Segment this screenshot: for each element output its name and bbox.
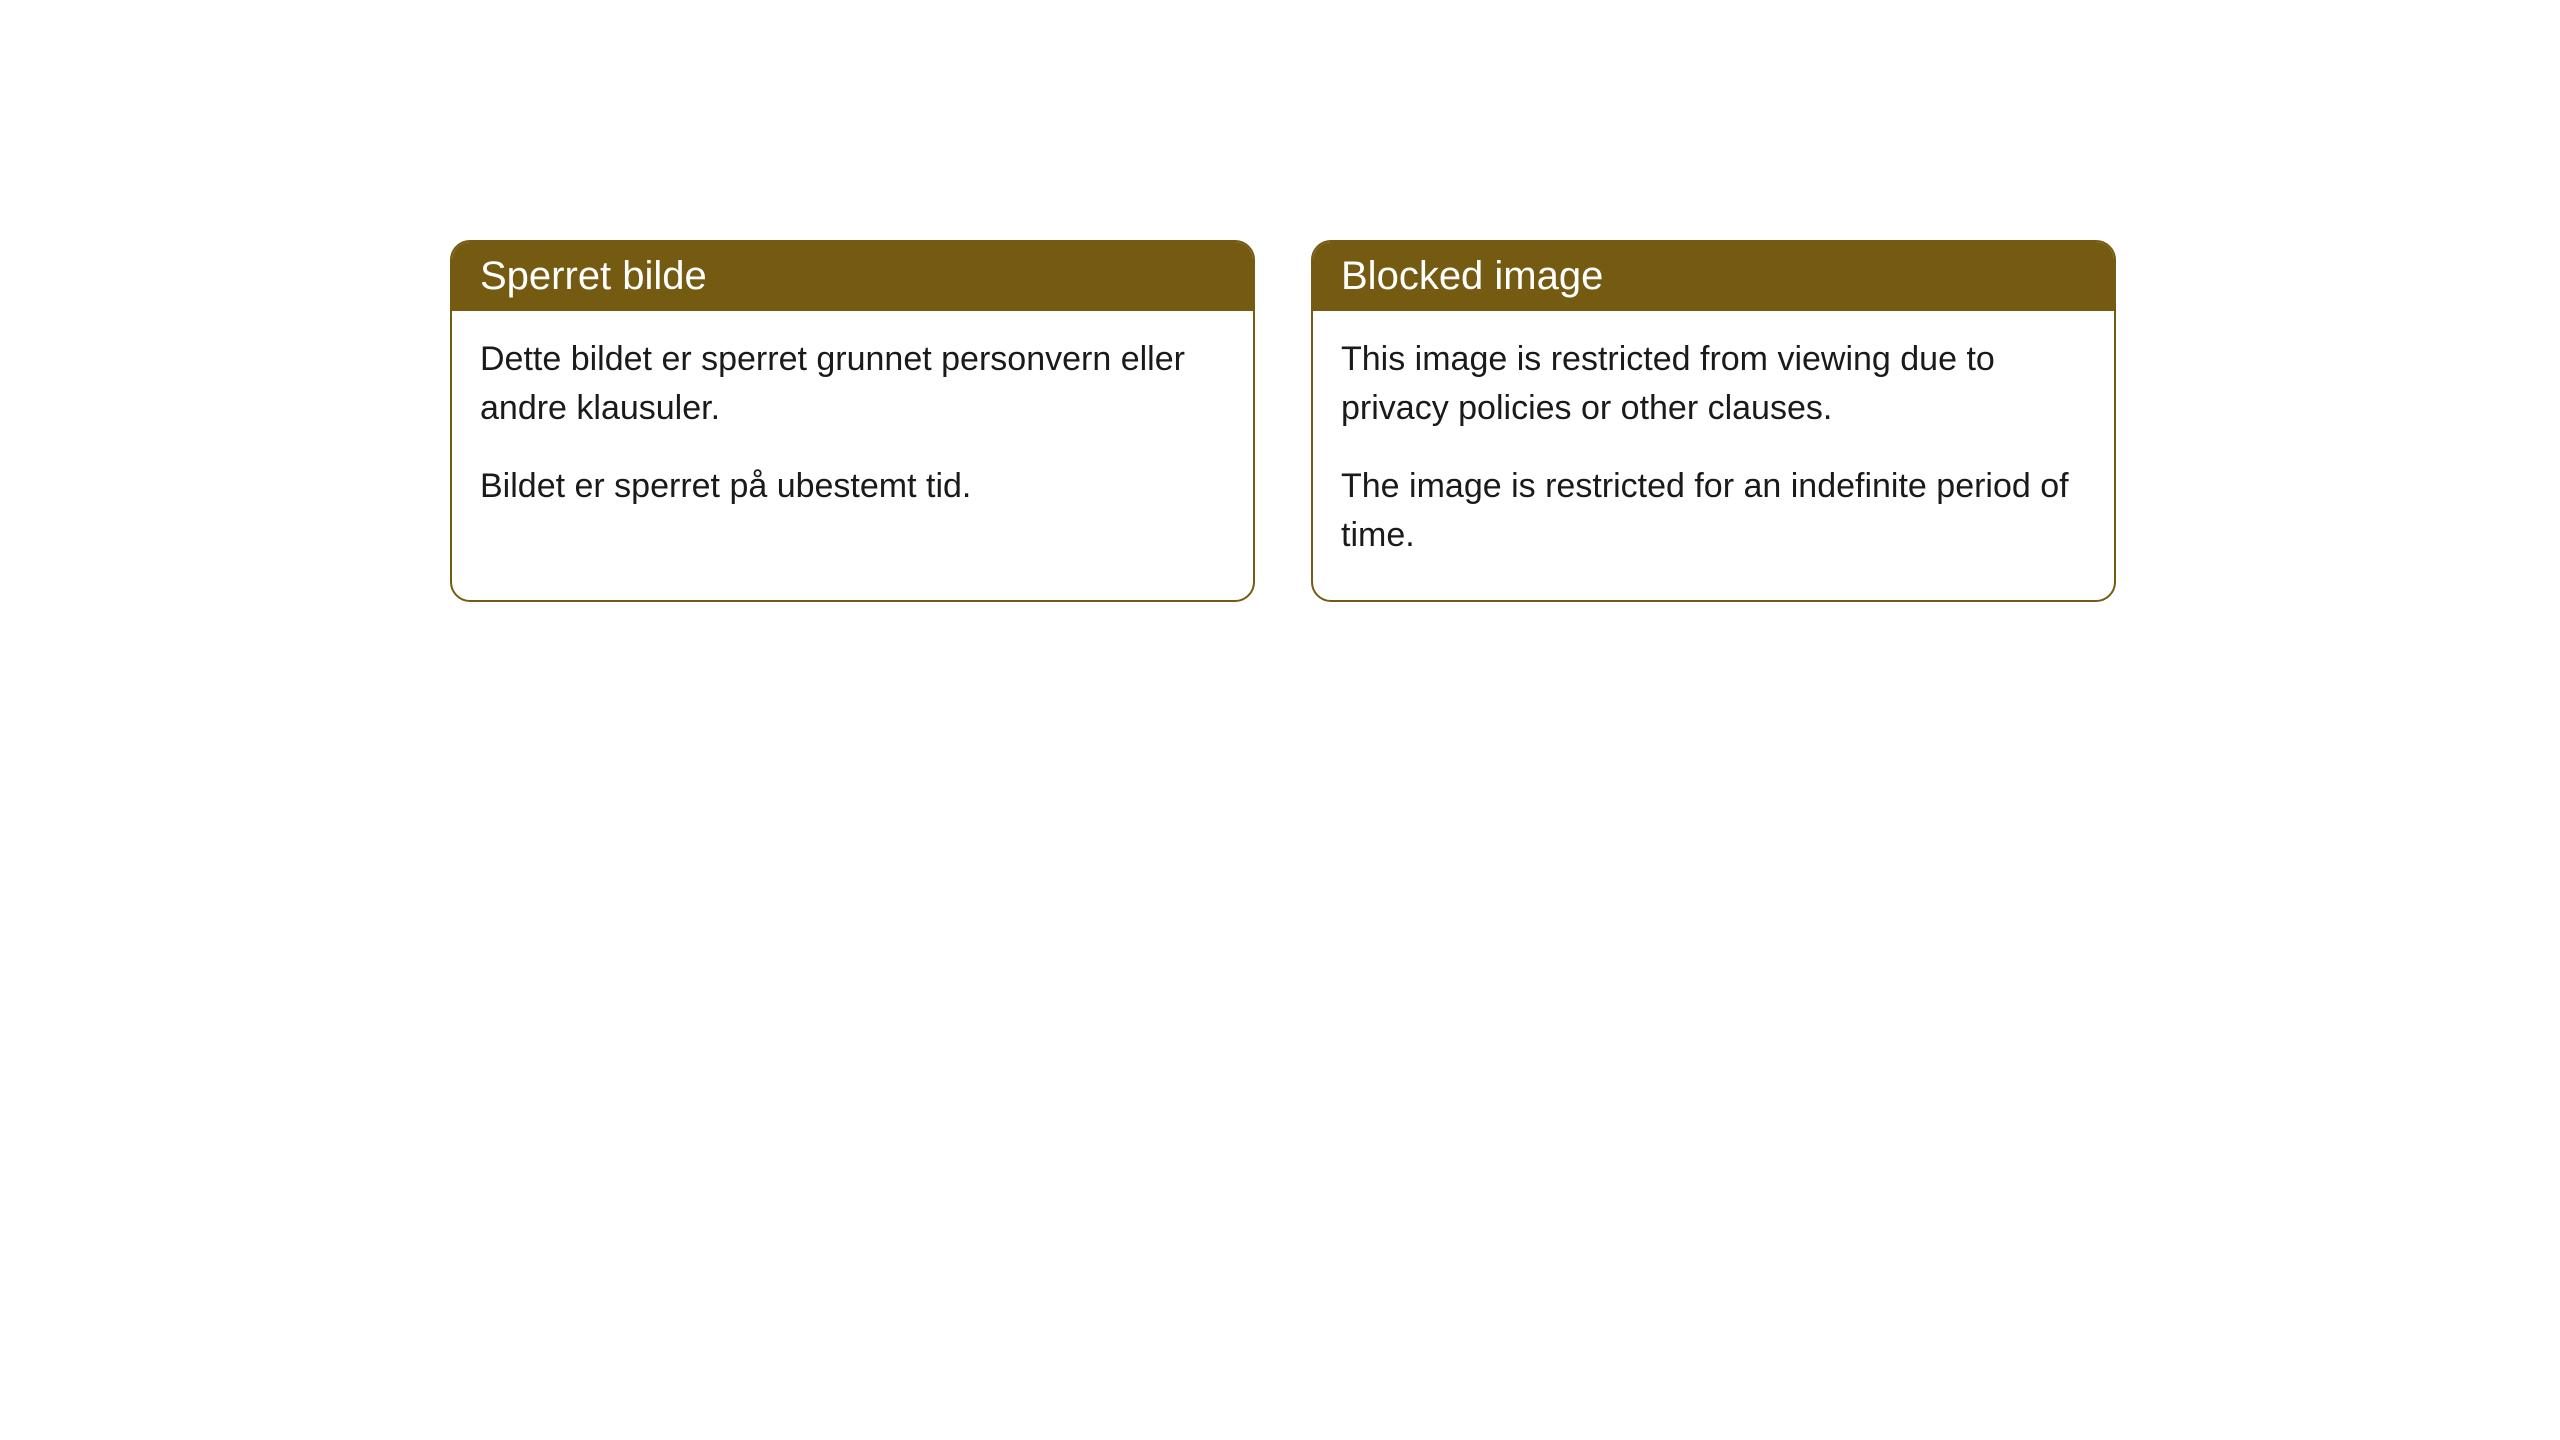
card-paragraph-1-en: This image is restricted from viewing du… [1341, 335, 2086, 434]
card-title-no: Sperret bilde [480, 254, 707, 298]
card-paragraph-2-no: Bildet er sperret på ubestemt tid. [480, 462, 1225, 511]
card-header-en: Blocked image [1313, 242, 2114, 311]
blocked-image-card-en: Blocked image This image is restricted f… [1311, 240, 2116, 602]
card-paragraph-2-en: The image is restricted for an indefinit… [1341, 462, 2086, 561]
card-body-no: Dette bildet er sperret grunnet personve… [452, 311, 1253, 551]
cards-container: Sperret bilde Dette bildet er sperret gr… [450, 240, 2116, 602]
card-title-en: Blocked image [1341, 254, 1603, 298]
card-header-no: Sperret bilde [452, 242, 1253, 311]
card-paragraph-1-no: Dette bildet er sperret grunnet personve… [480, 335, 1225, 434]
card-body-en: This image is restricted from viewing du… [1313, 311, 2114, 600]
blocked-image-card-no: Sperret bilde Dette bildet er sperret gr… [450, 240, 1255, 602]
